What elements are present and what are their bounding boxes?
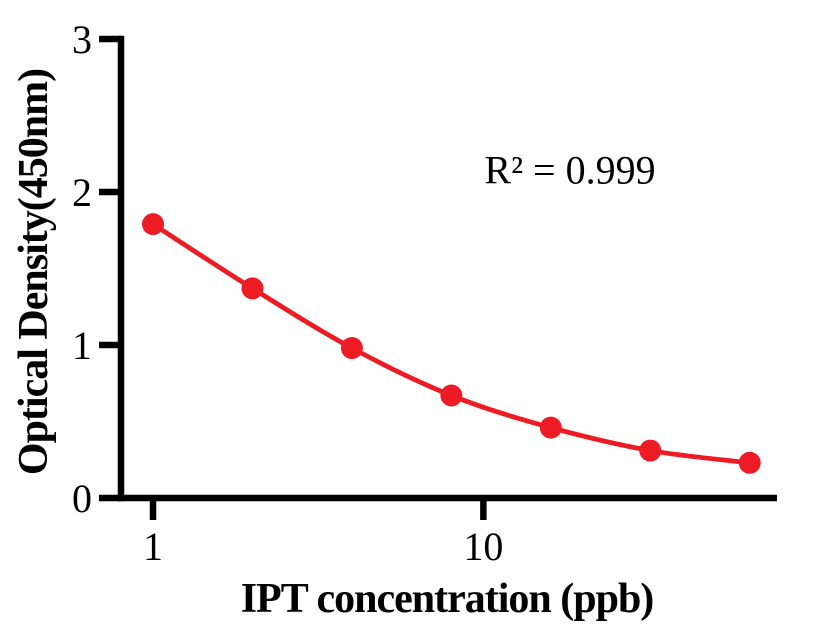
y-tick-label: 0: [72, 476, 92, 521]
x-tick-label: 10: [463, 524, 503, 569]
r-squared-annotation: R² = 0.999: [484, 147, 656, 193]
y-tick-label: 2: [72, 170, 92, 215]
y-axis-title: Optical Density(450nm): [11, 68, 57, 476]
y-tick-label: 3: [72, 17, 92, 62]
standard-curve-line: [150, 221, 753, 466]
x-axis-title: IPT concentration (ppb): [240, 576, 655, 622]
data-point-marker: [738, 451, 761, 474]
y-tick-label: 1: [72, 323, 92, 368]
data-point-marker: [539, 416, 562, 439]
data-point-marker: [340, 337, 363, 360]
x-tick-label: 1: [143, 524, 163, 569]
data-point-marker: [241, 277, 264, 300]
data-point-marker: [142, 213, 165, 236]
data-point-marker: [440, 384, 463, 407]
data-point-marker: [639, 439, 662, 462]
